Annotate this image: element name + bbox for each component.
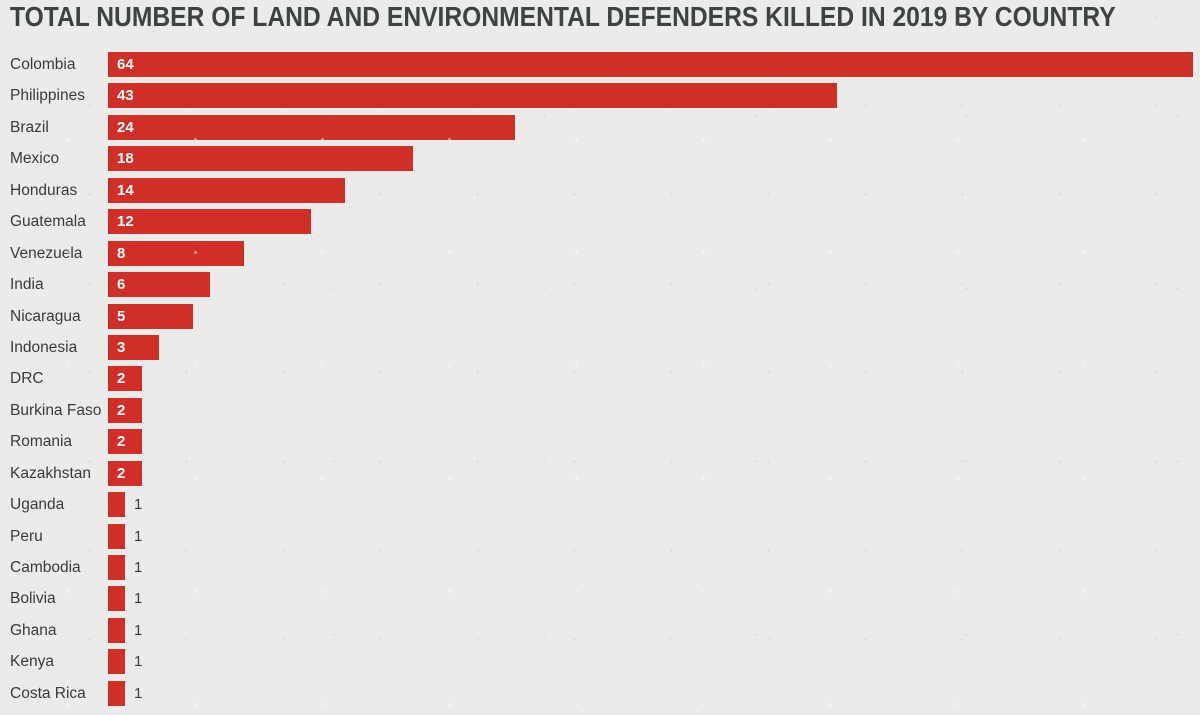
- bar: 24: [108, 114, 515, 140]
- bar-value: 8: [117, 244, 126, 262]
- bar-value: 1: [134, 496, 143, 514]
- bar-value: 2: [117, 433, 126, 451]
- bar-value: 14: [117, 181, 134, 199]
- bar-row: Nicaragua 5: [0, 303, 1200, 329]
- country-label: Venezuela: [10, 244, 83, 262]
- bar: 6: [108, 272, 210, 298]
- bar: 5: [108, 303, 193, 329]
- bar: [108, 523, 125, 549]
- bar: 2: [108, 460, 142, 486]
- bar: 43: [108, 83, 837, 109]
- country-label: Kenya: [10, 653, 54, 671]
- bar-row: Burkina Faso 2: [0, 397, 1200, 423]
- bar-row: Uganda 1: [0, 492, 1200, 518]
- bar: [108, 492, 125, 518]
- country-label: Peru: [10, 527, 43, 545]
- bar-row: Mexico 18: [0, 146, 1200, 172]
- bar-row: Honduras 14: [0, 177, 1200, 203]
- bar: 3: [108, 334, 159, 360]
- bar: [108, 586, 125, 612]
- bar: [108, 617, 125, 643]
- bar: 18: [108, 146, 413, 172]
- country-label: Brazil: [10, 118, 49, 136]
- bar-row: Romania 2: [0, 429, 1200, 455]
- country-label: Uganda: [10, 496, 65, 514]
- bar-value: 1: [134, 684, 143, 702]
- bar-value: 1: [134, 527, 143, 545]
- bar-value: 5: [117, 307, 126, 325]
- bar: [108, 680, 125, 706]
- bar-value: 43: [117, 87, 134, 105]
- country-label: Kazakhstan: [10, 464, 91, 482]
- bar-value: 18: [117, 150, 134, 168]
- chart-title: TOTAL NUMBER OF LAND AND ENVIRONMENTAL D…: [10, 1, 1116, 32]
- bar: [108, 649, 125, 675]
- country-label: Bolivia: [10, 590, 56, 608]
- country-label: Mexico: [10, 150, 60, 168]
- bar-row: Peru 1: [0, 523, 1200, 549]
- bar-value: 1: [134, 653, 143, 671]
- bar-row: Philippines 43: [0, 83, 1200, 109]
- country-label: Philippines: [10, 87, 85, 105]
- bar-row: India 6: [0, 272, 1200, 298]
- bar-chart: Colombia 64 Philippines 43 Brazil 24 Mexico 18 H…: [0, 52, 1200, 712]
- bar-row: Kazakhstan 2: [0, 460, 1200, 486]
- bar-value: 1: [134, 590, 143, 608]
- bar: 64: [108, 52, 1193, 77]
- bar-row: DRC 2: [0, 366, 1200, 392]
- bar: 8: [108, 240, 244, 266]
- bar: 12: [108, 209, 311, 235]
- bar-value: 12: [117, 213, 134, 231]
- country-label: Romania: [10, 433, 73, 451]
- bar-value: 2: [117, 370, 126, 388]
- country-label: Guatemala: [10, 213, 86, 231]
- country-label: Nicaragua: [10, 307, 81, 325]
- bar-value: 2: [117, 464, 126, 482]
- bar: 2: [108, 366, 142, 392]
- country-label: Ghana: [10, 621, 57, 639]
- bar-value: 6: [117, 276, 126, 294]
- country-label: Burkina Faso: [10, 401, 102, 419]
- country-label: Costa Rica: [10, 684, 86, 702]
- bar-value: 1: [134, 559, 143, 576]
- bar-row: Colombia 64: [0, 52, 1200, 77]
- bar: [108, 555, 125, 580]
- bar-row: Kenya 1: [0, 649, 1200, 675]
- bar-row: Cambodia 1: [0, 555, 1200, 580]
- bar: 2: [108, 429, 142, 455]
- bar-value: 3: [117, 338, 126, 356]
- bar-row: Bolivia 1: [0, 586, 1200, 612]
- country-label: Indonesia: [10, 338, 78, 356]
- country-label: Cambodia: [10, 559, 81, 576]
- bar-value: 64: [117, 56, 134, 73]
- country-label: DRC: [10, 370, 44, 388]
- bar: 2: [108, 397, 142, 423]
- bar-row: Venezuela 8: [0, 240, 1200, 266]
- bar-row: Indonesia 3: [0, 334, 1200, 360]
- bar-row: Guatemala 12: [0, 209, 1200, 235]
- country-label: Colombia: [10, 56, 76, 73]
- bar-value: 24: [117, 118, 134, 136]
- bar-value: 2: [117, 401, 126, 419]
- country-label: India: [10, 276, 44, 294]
- country-label: Honduras: [10, 181, 78, 199]
- bar-row: Brazil 24: [0, 114, 1200, 140]
- bar: 14: [108, 177, 345, 203]
- bar-row: Ghana 1: [0, 617, 1200, 643]
- bar-value: 1: [134, 621, 143, 639]
- bar-row: Costa Rica 1: [0, 680, 1200, 706]
